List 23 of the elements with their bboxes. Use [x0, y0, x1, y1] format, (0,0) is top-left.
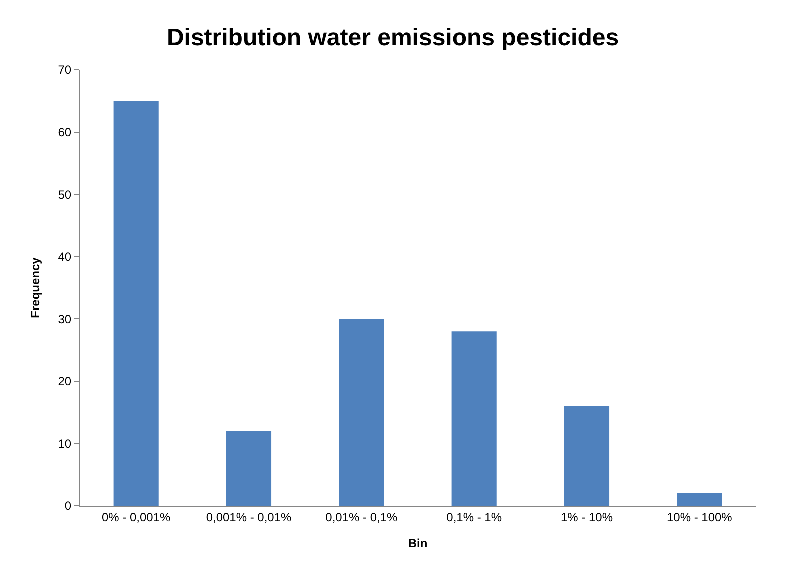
y-axis-title: Frequency	[28, 257, 43, 318]
y-tick-label: 30	[58, 312, 72, 326]
x-axis-title: Bin	[408, 536, 428, 550]
x-tick-label: 0% - 0,001%	[102, 510, 172, 524]
y-tick-label: 70	[58, 63, 72, 78]
x-tick-label: 10% - 100%	[666, 510, 733, 524]
x-tick-label: 0,01% - 0,1%	[326, 510, 398, 524]
y-tick-label: 50	[58, 188, 72, 202]
bar	[339, 319, 384, 506]
bar	[114, 101, 159, 506]
y-tick-label: 20	[58, 374, 72, 389]
x-tick-label: 0,001% - 0,01%	[206, 510, 292, 524]
x-tick-label: 0,1% - 1%	[446, 510, 502, 524]
bar	[452, 332, 497, 506]
chart-title: Distribution water emissions pesticides	[166, 24, 620, 52]
y-tick-label: 0	[64, 499, 72, 514]
bar	[564, 406, 610, 506]
bar	[226, 431, 272, 506]
bar	[677, 494, 722, 506]
y-tick-label: 10	[58, 436, 72, 451]
x-tick-label: 1% - 10%	[560, 510, 614, 524]
y-tick-label: 40	[58, 250, 72, 264]
y-tick-label: 60	[58, 125, 72, 140]
